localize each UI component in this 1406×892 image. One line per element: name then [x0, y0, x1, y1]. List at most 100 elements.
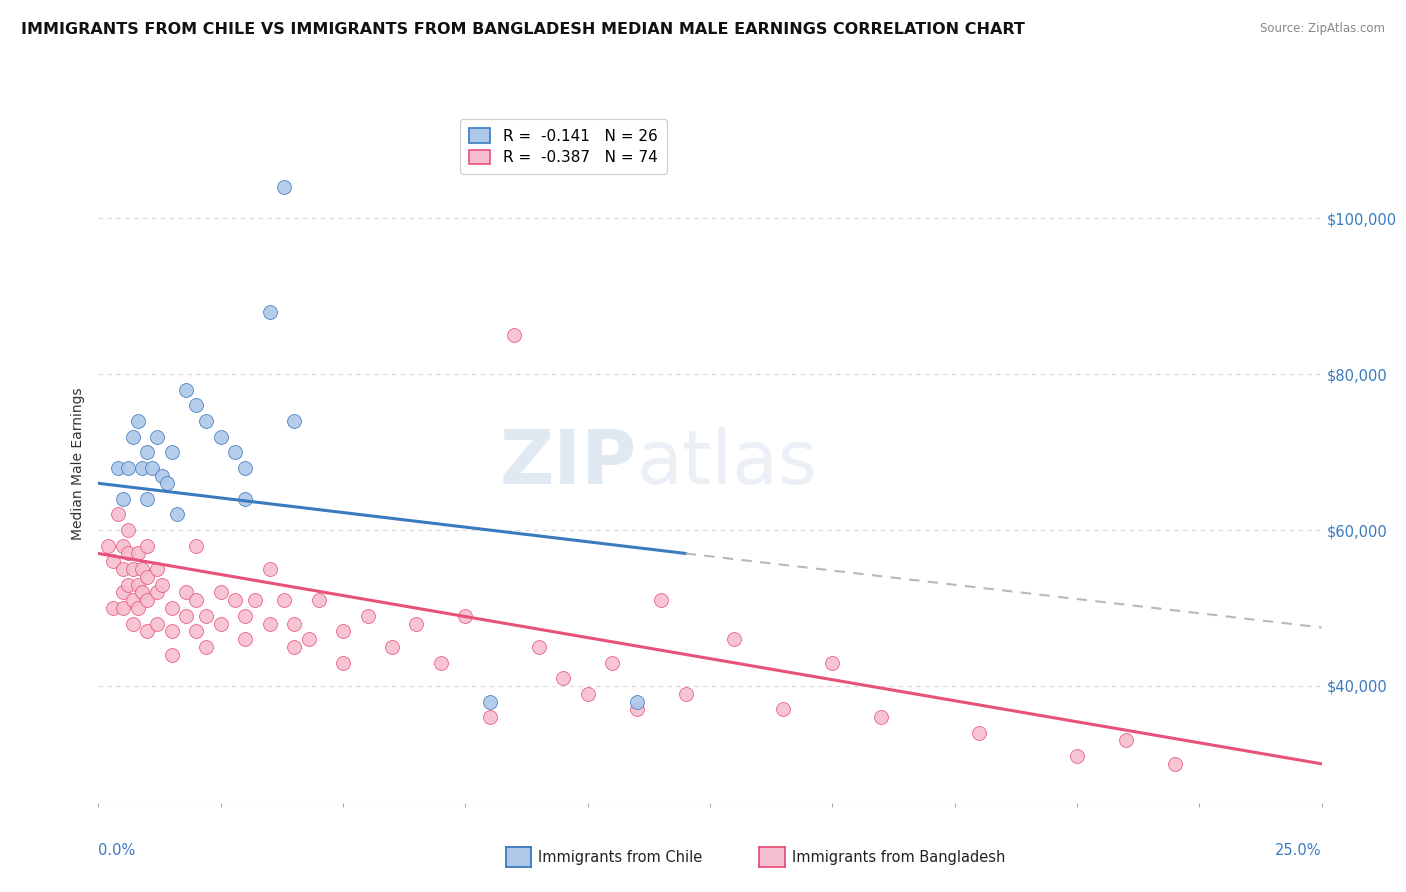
- Point: [723, 632, 745, 647]
- Point: [160, 648, 183, 662]
- Point: [273, 180, 295, 194]
- Point: [381, 640, 404, 654]
- Point: [273, 593, 295, 607]
- Point: [259, 305, 281, 319]
- Point: [107, 508, 129, 522]
- Point: [111, 539, 134, 553]
- Point: [176, 383, 198, 397]
- Point: [243, 593, 266, 607]
- Point: [146, 616, 169, 631]
- Point: [176, 608, 198, 623]
- Point: [160, 601, 183, 615]
- Point: [772, 702, 794, 716]
- Text: Source: ZipAtlas.com: Source: ZipAtlas.com: [1260, 22, 1385, 36]
- Point: [136, 445, 159, 459]
- Point: [650, 593, 672, 607]
- Point: [478, 694, 501, 708]
- Point: [160, 624, 183, 639]
- Point: [298, 632, 321, 647]
- Point: [121, 616, 143, 631]
- Point: [626, 694, 648, 708]
- Point: [675, 687, 697, 701]
- Point: [186, 624, 208, 639]
- Text: 25.0%: 25.0%: [1275, 843, 1322, 858]
- Point: [141, 460, 163, 475]
- Point: [209, 585, 232, 599]
- Point: [111, 491, 134, 506]
- Point: [121, 593, 143, 607]
- Point: [626, 702, 648, 716]
- Point: [259, 562, 281, 576]
- Point: [967, 725, 990, 739]
- Point: [576, 687, 599, 701]
- Point: [121, 429, 143, 443]
- Point: [186, 398, 208, 412]
- Point: [209, 616, 232, 631]
- Point: [553, 671, 575, 685]
- Point: [283, 640, 305, 654]
- Point: [117, 460, 139, 475]
- Text: atlas: atlas: [637, 427, 818, 500]
- Text: Immigrants from Chile: Immigrants from Chile: [538, 850, 703, 864]
- Point: [136, 570, 159, 584]
- Point: [136, 539, 159, 553]
- Point: [259, 616, 281, 631]
- Point: [332, 656, 354, 670]
- Point: [478, 710, 501, 724]
- Text: Immigrants from Bangladesh: Immigrants from Bangladesh: [792, 850, 1005, 864]
- Point: [117, 523, 139, 537]
- Point: [233, 491, 256, 506]
- Point: [527, 640, 550, 654]
- Point: [131, 460, 153, 475]
- Legend: R =  -0.141   N = 26, R =  -0.387   N = 74: R = -0.141 N = 26, R = -0.387 N = 74: [460, 119, 666, 175]
- Point: [821, 656, 844, 670]
- Point: [600, 656, 623, 670]
- Point: [186, 539, 208, 553]
- Point: [176, 585, 198, 599]
- Point: [1164, 756, 1187, 771]
- Point: [127, 577, 149, 591]
- Point: [136, 491, 159, 506]
- Point: [283, 414, 305, 428]
- Point: [150, 468, 173, 483]
- Point: [111, 585, 134, 599]
- Point: [1115, 733, 1137, 747]
- Point: [430, 656, 453, 670]
- Point: [101, 601, 124, 615]
- Point: [356, 608, 378, 623]
- Point: [111, 601, 134, 615]
- Point: [224, 593, 246, 607]
- Point: [454, 608, 477, 623]
- Point: [127, 546, 149, 560]
- Point: [283, 616, 305, 631]
- Point: [195, 608, 218, 623]
- Point: [233, 632, 256, 647]
- Point: [121, 562, 143, 576]
- Point: [111, 562, 134, 576]
- Point: [166, 508, 188, 522]
- Point: [146, 585, 169, 599]
- Point: [127, 601, 149, 615]
- Point: [150, 577, 173, 591]
- Point: [405, 616, 427, 631]
- Point: [117, 577, 139, 591]
- Point: [308, 593, 330, 607]
- Point: [195, 414, 218, 428]
- Point: [224, 445, 246, 459]
- Point: [146, 429, 169, 443]
- Point: [1066, 749, 1088, 764]
- Point: [870, 710, 893, 724]
- Point: [195, 640, 218, 654]
- Point: [97, 539, 120, 553]
- Point: [127, 414, 149, 428]
- Point: [101, 554, 124, 568]
- Point: [146, 562, 169, 576]
- Point: [233, 608, 256, 623]
- Point: [131, 562, 153, 576]
- Point: [156, 476, 179, 491]
- Text: IMMIGRANTS FROM CHILE VS IMMIGRANTS FROM BANGLADESH MEDIAN MALE EARNINGS CORRELA: IMMIGRANTS FROM CHILE VS IMMIGRANTS FROM…: [21, 22, 1025, 37]
- Point: [186, 593, 208, 607]
- Point: [117, 546, 139, 560]
- Text: 0.0%: 0.0%: [98, 843, 135, 858]
- Point: [233, 460, 256, 475]
